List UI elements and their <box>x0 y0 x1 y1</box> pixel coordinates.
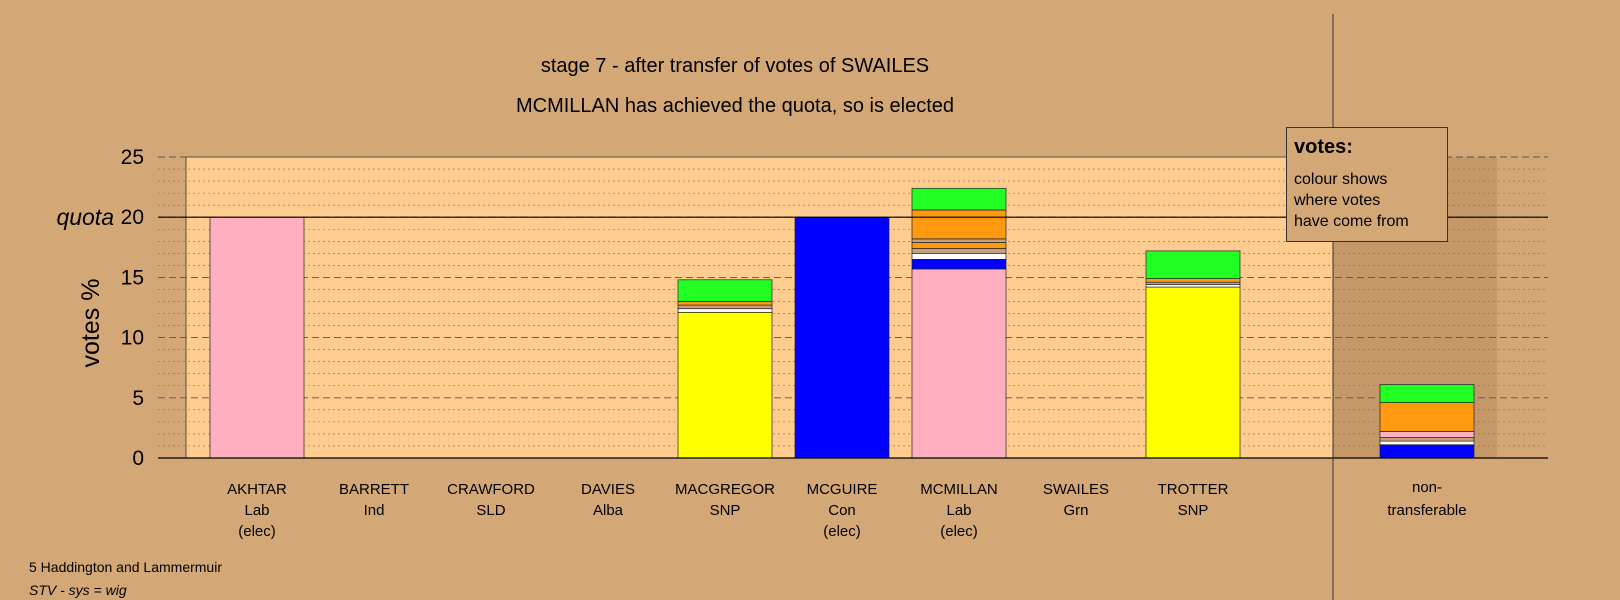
x-label-nt-1: non- <box>1412 479 1442 496</box>
legend-title: votes: <box>1294 136 1353 158</box>
y-tick-label: 0 <box>132 447 144 470</box>
bar-mcguire-segment <box>794 216 890 459</box>
bar-macgregor-segment <box>677 308 773 313</box>
x-label-name: MCGUIRE <box>807 481 878 498</box>
bar-nontransferable-segment <box>1379 437 1475 442</box>
y-tick-label: 20 <box>121 206 144 229</box>
bar-mcmillan-segment <box>911 268 1007 459</box>
system-label: STV - sys = wig <box>29 582 127 598</box>
x-label-party: Lab <box>946 502 971 519</box>
quota-label: quota <box>56 204 114 230</box>
bar-macgregor-segment <box>677 304 773 310</box>
bar-mcmillan-segment <box>911 187 1007 211</box>
bar-trotter-segment <box>1145 286 1241 459</box>
x-label-party: Grn <box>1063 502 1088 519</box>
x-label-party: SNP <box>710 502 741 519</box>
chart-subtitle: MCMILLAN has achieved the quota, so is e… <box>516 95 954 117</box>
bar-macgregor-segment <box>677 301 773 306</box>
legend: votes: colour shows where votes have com… <box>1286 127 1448 242</box>
y-tick-label: 15 <box>121 266 144 289</box>
bar-mcmillan-segment <box>911 238 1007 243</box>
chart-title: stage 7 - after transfer of votes of SWA… <box>541 55 929 77</box>
x-label-status: (elec) <box>823 523 861 540</box>
bar-mcmillan-segment <box>911 248 1007 254</box>
bars <box>209 187 1475 459</box>
x-label-name: TROTTER <box>1158 481 1229 498</box>
bar-trotter-segment <box>1145 250 1241 279</box>
legend-line-2: where votes <box>1294 192 1381 209</box>
x-label-name: CRAWFORD <box>447 481 535 498</box>
bar-trotter-segment <box>1145 281 1241 285</box>
y-axis-label: votes % <box>77 279 105 368</box>
y-tick-label: 5 <box>132 387 144 410</box>
bar-macgregor-segment <box>677 279 773 302</box>
x-label-party: Ind <box>364 502 385 519</box>
x-label-name: MACGREGOR <box>675 481 775 498</box>
y-tick-label: 10 <box>121 327 144 350</box>
bar-mcmillan-segment <box>911 258 1007 270</box>
legend-line-1: colour shows <box>1294 171 1388 188</box>
labels: 0 5 10 15 20 25 quota votes % stage 7 - after tr… <box>56 55 1466 540</box>
x-label-party: Con <box>828 502 856 519</box>
legend-line-3: have come from <box>1294 213 1409 230</box>
bar-nontransferable-segment <box>1379 384 1475 403</box>
x-label-party: Lab <box>244 502 269 519</box>
bar-nontransferable-segment <box>1379 431 1475 438</box>
y-tick-label: 25 <box>121 146 144 169</box>
x-label-party: Alba <box>593 502 624 519</box>
x-label-status: (elec) <box>238 523 276 540</box>
bar-macgregor-segment <box>677 311 773 459</box>
bar-trotter-segment <box>1145 278 1241 283</box>
bar-trotter-segment <box>1145 284 1241 288</box>
x-label-name: DAVIES <box>581 481 635 498</box>
bar-nontransferable-segment <box>1379 444 1475 459</box>
bar-mcmillan-segment <box>911 252 1007 260</box>
x-label-party: SNP <box>1178 502 1209 519</box>
x-label-name: BARRETT <box>339 481 409 498</box>
bar-nontransferable-segment <box>1379 402 1475 432</box>
x-label-nt-2: transferable <box>1387 502 1466 519</box>
x-label-name: MCMILLAN <box>920 481 998 498</box>
constituency-label: 5 Haddington and Lammermuir <box>29 559 222 575</box>
x-label-party: SLD <box>476 502 505 519</box>
x-label-status: (elec) <box>940 523 978 540</box>
bar-mcmillan-segment <box>911 242 1007 249</box>
bar-akhtar-segment <box>209 216 305 459</box>
bar-nontransferable-segment <box>1379 440 1475 446</box>
x-label-name: SWAILES <box>1043 481 1109 498</box>
bar-mcmillan-segment <box>911 209 1007 240</box>
x-label-name: AKHTAR <box>227 481 287 498</box>
